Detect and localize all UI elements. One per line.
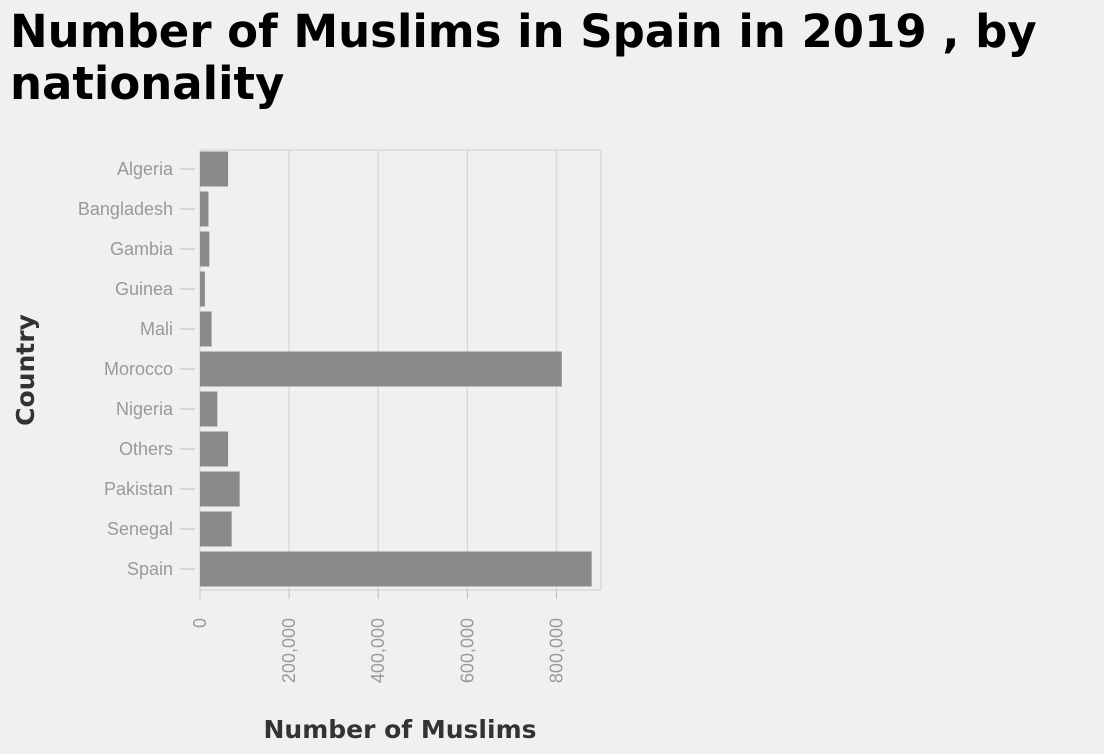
bar-gambia: [200, 231, 210, 267]
bar-spain: [200, 551, 592, 587]
y-tick-label: Pakistan: [104, 479, 173, 499]
x-axis: 0 200,000 400,000 600,000 800,000: [190, 590, 566, 683]
y-tick-label: Spain: [127, 559, 173, 579]
y-tick-label: Morocco: [104, 359, 173, 379]
y-tick-label: Senegal: [107, 519, 173, 539]
bars: [200, 151, 592, 587]
y-tick-label: Others: [119, 439, 173, 459]
bar-senegal: [200, 511, 232, 547]
x-tick-label: 0: [190, 618, 210, 628]
x-tick-label: 600,000: [457, 618, 477, 683]
bar-others: [200, 431, 229, 467]
y-axis: Algeria Bangladesh Gambia Guinea Mali Morocco…: [78, 159, 195, 579]
x-axis-title: Number of Muslims: [263, 715, 536, 744]
y-axis-title: Country: [11, 314, 40, 426]
bar-bangladesh: [200, 191, 209, 227]
y-tick-label: Guinea: [115, 279, 174, 299]
bar-morocco: [200, 351, 562, 387]
bar-guinea: [200, 271, 205, 307]
x-tick-label: 200,000: [279, 618, 299, 683]
y-tick-label: Mali: [140, 319, 173, 339]
y-tick-label: Bangladesh: [78, 199, 173, 219]
bar-pakistan: [200, 471, 240, 507]
bar-mali: [200, 311, 212, 347]
bar-algeria: [200, 151, 229, 187]
y-tick-label: Algeria: [117, 159, 174, 179]
x-tick-label: 400,000: [368, 618, 388, 683]
chart-title: Number of Muslims in Spain in 2019 , by …: [10, 5, 1037, 110]
y-tick-label: Gambia: [110, 239, 174, 259]
x-tick-label: 800,000: [546, 618, 566, 683]
bar-nigeria: [200, 391, 218, 427]
y-tick-label: Nigeria: [116, 399, 174, 419]
